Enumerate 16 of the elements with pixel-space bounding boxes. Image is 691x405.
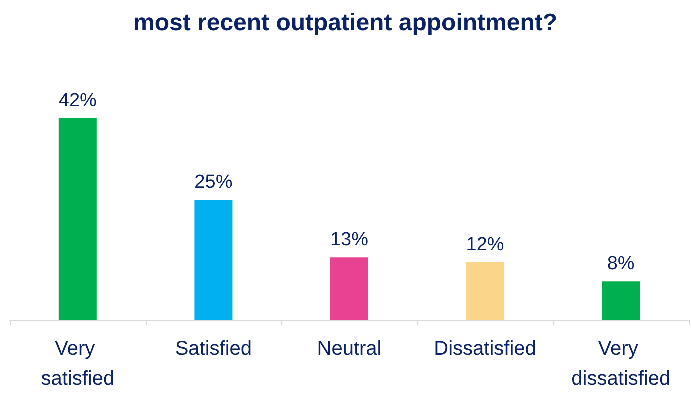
data-label: 13% [330,230,369,251]
x-tick-label: Very dissatisfied [572,338,671,390]
data-label: 42% [58,90,98,112]
chart-title: most recent outpatient appointment? [133,10,558,36]
x-tick-label: Dissatisfied [434,338,536,360]
bar [330,258,368,320]
data-label: 12% [466,234,504,256]
data-label: 8% [607,254,635,275]
bar [602,282,640,320]
x-tick-label: Very satisfied [41,338,115,390]
data-label: 25% [194,172,233,193]
bar [466,262,504,320]
x-tick-label: Neutral [317,338,382,360]
bar [58,118,97,320]
bar [194,200,233,320]
x-tick-label: Satisfied [175,338,252,360]
